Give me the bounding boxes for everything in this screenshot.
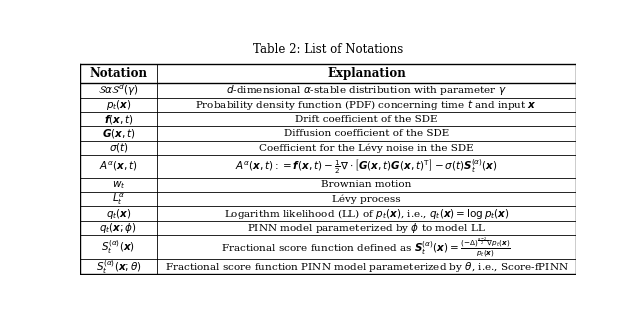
Text: $S_t^{(\alpha)}(\boldsymbol{x};\theta)$: $S_t^{(\alpha)}(\boldsymbol{x};\theta)$ [95, 258, 141, 276]
Text: Notation: Notation [90, 67, 147, 80]
Text: $\mathcal{S}\alpha\mathcal{S}^d(\gamma)$: $\mathcal{S}\alpha\mathcal{S}^d(\gamma)$ [99, 83, 139, 98]
Text: Probability density function (PDF) concerning time $t$ and input $\boldsymbol{x}: Probability density function (PDF) conce… [195, 98, 538, 112]
Text: $L_t^{\alpha}$: $L_t^{\alpha}$ [112, 192, 125, 207]
Text: $\sigma(t)$: $\sigma(t)$ [109, 141, 129, 154]
Text: $q_t(\boldsymbol{x};\phi)$: $q_t(\boldsymbol{x};\phi)$ [99, 221, 138, 235]
Text: $A^{\alpha}(\boldsymbol{x},t):=\boldsymbol{f}(\boldsymbol{x},t)-\frac{1}{2}\nabl: $A^{\alpha}(\boldsymbol{x},t):=\boldsymb… [235, 157, 498, 176]
Text: $p_t(\boldsymbol{x})$: $p_t(\boldsymbol{x})$ [106, 98, 131, 112]
Text: $S_t^{(\alpha)}(\boldsymbol{x})$: $S_t^{(\alpha)}(\boldsymbol{x})$ [102, 238, 136, 256]
Text: PINN model parameterized by $\phi$ to model LL: PINN model parameterized by $\phi$ to mo… [247, 221, 486, 235]
Text: Diffusion coefficient of the SDE: Diffusion coefficient of the SDE [284, 129, 449, 138]
Text: Fractional score function PINN model parameterized by $\theta$, i.e., Score-fPIN: Fractional score function PINN model par… [164, 260, 568, 274]
Text: Logarithm likelihood (LL) of $p_t(\boldsymbol{x})$, i.e., $q_t(\boldsymbol{x})=\: Logarithm likelihood (LL) of $p_t(\bolds… [223, 207, 509, 221]
Text: $w_t$: $w_t$ [111, 179, 125, 191]
Text: Brownian motion: Brownian motion [321, 180, 412, 189]
Text: $\boldsymbol{f}(\boldsymbol{x},t)$: $\boldsymbol{f}(\boldsymbol{x},t)$ [104, 112, 133, 125]
Text: $q_t(\boldsymbol{x})$: $q_t(\boldsymbol{x})$ [106, 207, 131, 221]
Text: Lévy process: Lévy process [332, 195, 401, 204]
Text: Explanation: Explanation [327, 67, 406, 80]
Text: $A^{\alpha}(\boldsymbol{x},t)$: $A^{\alpha}(\boldsymbol{x},t)$ [99, 160, 138, 173]
Text: Table 2: List of Notations: Table 2: List of Notations [253, 43, 403, 56]
Text: Drift coefficient of the SDE: Drift coefficient of the SDE [295, 115, 438, 124]
Text: $d$-dimensional $\alpha$-stable distribution with parameter $\gamma$: $d$-dimensional $\alpha$-stable distribu… [226, 83, 507, 97]
Text: Fractional score function defined as $\boldsymbol{S}_t^{(\alpha)}(\boldsymbol{x}: Fractional score function defined as $\b… [221, 235, 511, 260]
Text: Coefficient for the Lévy noise in the SDE: Coefficient for the Lévy noise in the SD… [259, 143, 474, 153]
Text: $\boldsymbol{G}(\boldsymbol{x},t)$: $\boldsymbol{G}(\boldsymbol{x},t)$ [102, 127, 135, 140]
